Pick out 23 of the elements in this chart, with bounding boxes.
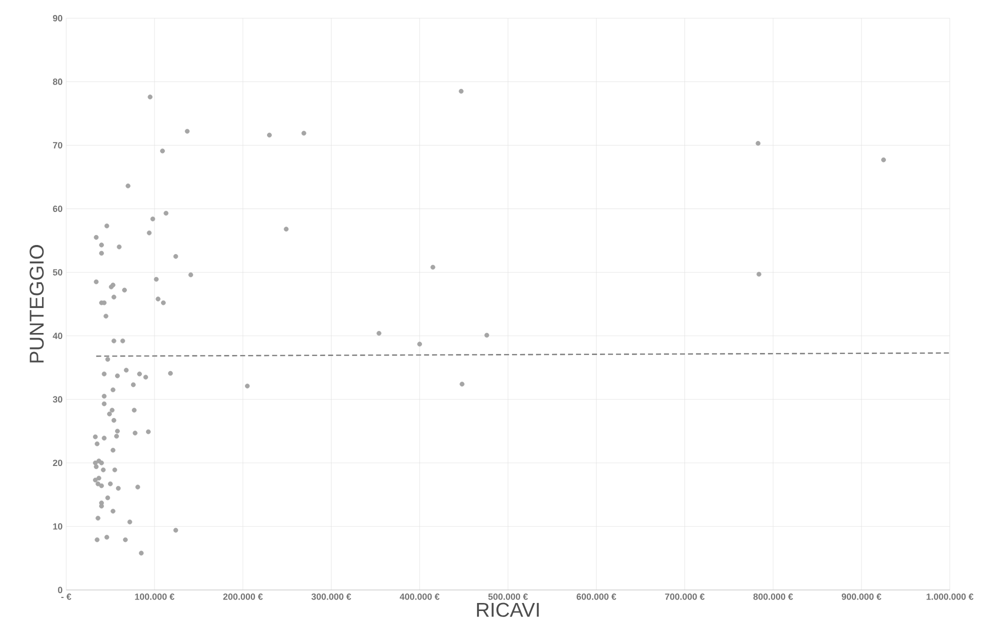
x-tick-label: 800.000 €	[753, 593, 793, 600]
x-tick-label: 500.000 €	[488, 593, 528, 600]
y-tick-label: 10	[53, 523, 62, 530]
x-tick-label: 600.000 €	[576, 593, 616, 600]
y-tick-label: 0	[58, 586, 62, 594]
x-tick-label: 400.000 €	[400, 593, 440, 600]
y-tick-label: 30	[52, 396, 62, 402]
x-tick-label: 300.000 €	[311, 593, 352, 600]
y-tick-label: 50	[52, 269, 62, 276]
x-axis-title: RICAVI	[477, 602, 539, 617]
y-tick-label: 90	[52, 14, 62, 22]
y-tick-label: 20	[52, 460, 62, 466]
y-axis-title: PUNTEGGIO	[30, 244, 44, 362]
y-tick-label: 40	[52, 332, 62, 339]
x-tick-label: 700.000 €	[665, 593, 705, 600]
x-tick-label: 1.000.000 €	[926, 593, 974, 600]
y-tick-label: 60	[52, 206, 62, 212]
y-tick-label: 70	[53, 142, 62, 148]
x-tick-label: 900.000 €	[842, 593, 882, 600]
x-tick-label: - €	[61, 593, 72, 600]
y-tick-label: 80	[52, 78, 62, 85]
x-tick-label: 200.000 €	[223, 593, 263, 600]
x-tick-label: 100.000 €	[135, 593, 174, 600]
